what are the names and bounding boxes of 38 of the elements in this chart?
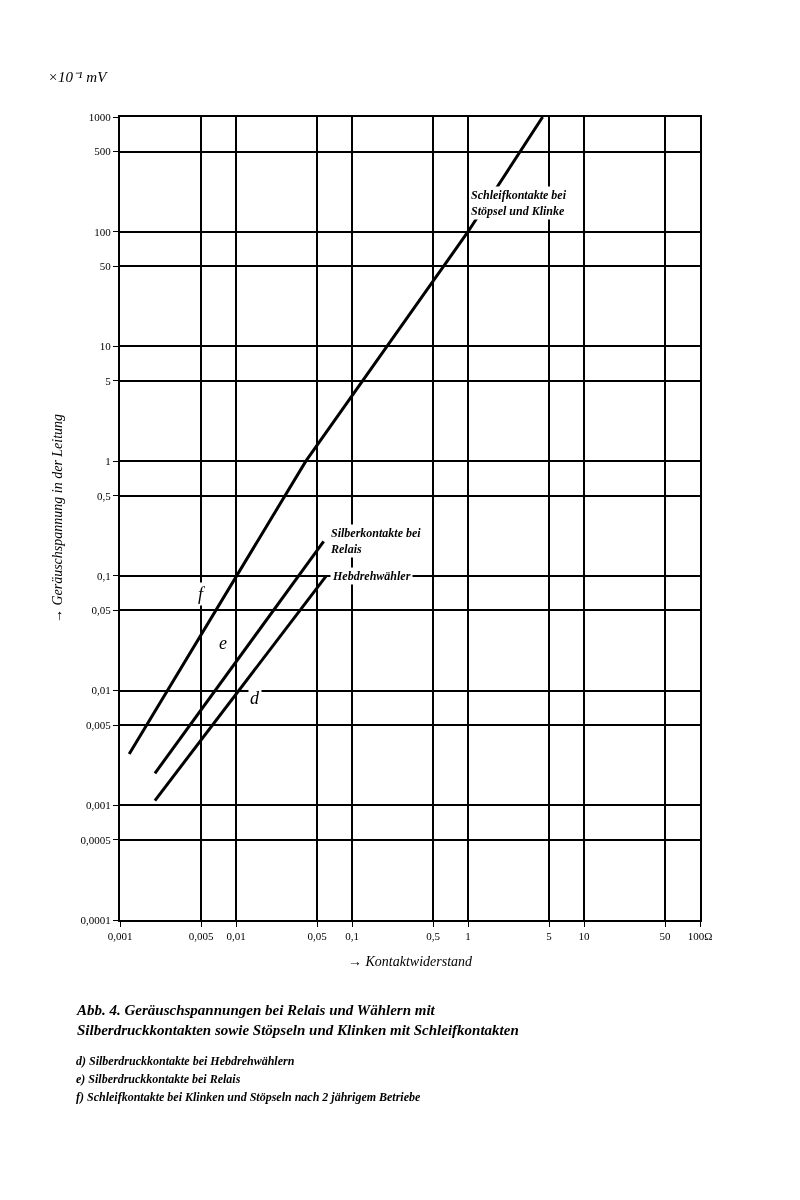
annotation: Schleifkontakte bei Stöpsel und Klinke — [471, 188, 567, 218]
x-tick-label: 50 — [659, 930, 672, 943]
x-tick-label: 100Ω — [687, 930, 713, 943]
y-tick-label: 0,5 — [97, 489, 112, 502]
y-tick-label: 10 — [99, 340, 112, 353]
x-axis-title: → Kontaktwiderstand — [347, 954, 474, 969]
y-tick-label: 50 — [99, 260, 112, 273]
y-tick-label: 0,1 — [97, 569, 111, 582]
text: e) Silberdruckkontakte bei Relais — [76, 1072, 241, 1086]
x-tick-label: 0,1 — [345, 930, 359, 943]
y-tick-label: 0,005 — [86, 718, 112, 731]
x-tick-label: 0,01 — [226, 930, 246, 943]
series-label: f — [198, 584, 206, 604]
text: f) Schleifkontakte bei Klinken und Stöpseln nach 2 jährigem Betriebe — [76, 1090, 422, 1104]
y-tick-label: 1000 — [88, 110, 112, 123]
y-tick-label: 100 — [94, 225, 112, 238]
annotation: Hebdrehwähler — [332, 569, 411, 583]
series-label: d — [250, 688, 260, 708]
y-tick-label: 0,01 — [91, 684, 111, 697]
x-tick-label: 1 — [465, 930, 471, 943]
text: d) Silberdruckkontakte bei Hebdrehwählern — [76, 1054, 295, 1068]
annotation: Silberkontakte bei Relais — [330, 526, 422, 556]
x-tick-label: 0,5 — [426, 930, 441, 943]
x-tick-label: 0,005 — [188, 930, 214, 943]
y-axis-title: → Geräuschspannung in der Leitung — [49, 413, 65, 624]
y-tick-label: 5 — [105, 374, 112, 387]
y-tick-label: 500 — [94, 145, 112, 158]
y-tick-label: 0,0005 — [80, 833, 112, 846]
series-label: e — [219, 633, 227, 653]
text: Abb. 4. Geräuschspannungen bei Relais und Wählern mit Silberdruckkontakten sowie Stöpseln und Klinken mit Schleifkontakten — [76, 1002, 519, 1038]
text: ×10⁻¹ mV — [48, 69, 109, 85]
y-tick-label: 0,05 — [91, 604, 112, 617]
y-tick-label: 0,001 — [86, 799, 111, 812]
y-tick-label: 1 — [105, 454, 111, 467]
x-tick-label: 5 — [546, 930, 553, 943]
x-tick-label: 10 — [578, 930, 590, 943]
x-tick-label: 0,05 — [307, 930, 328, 943]
y-tick-label: 0,0001 — [80, 913, 111, 926]
